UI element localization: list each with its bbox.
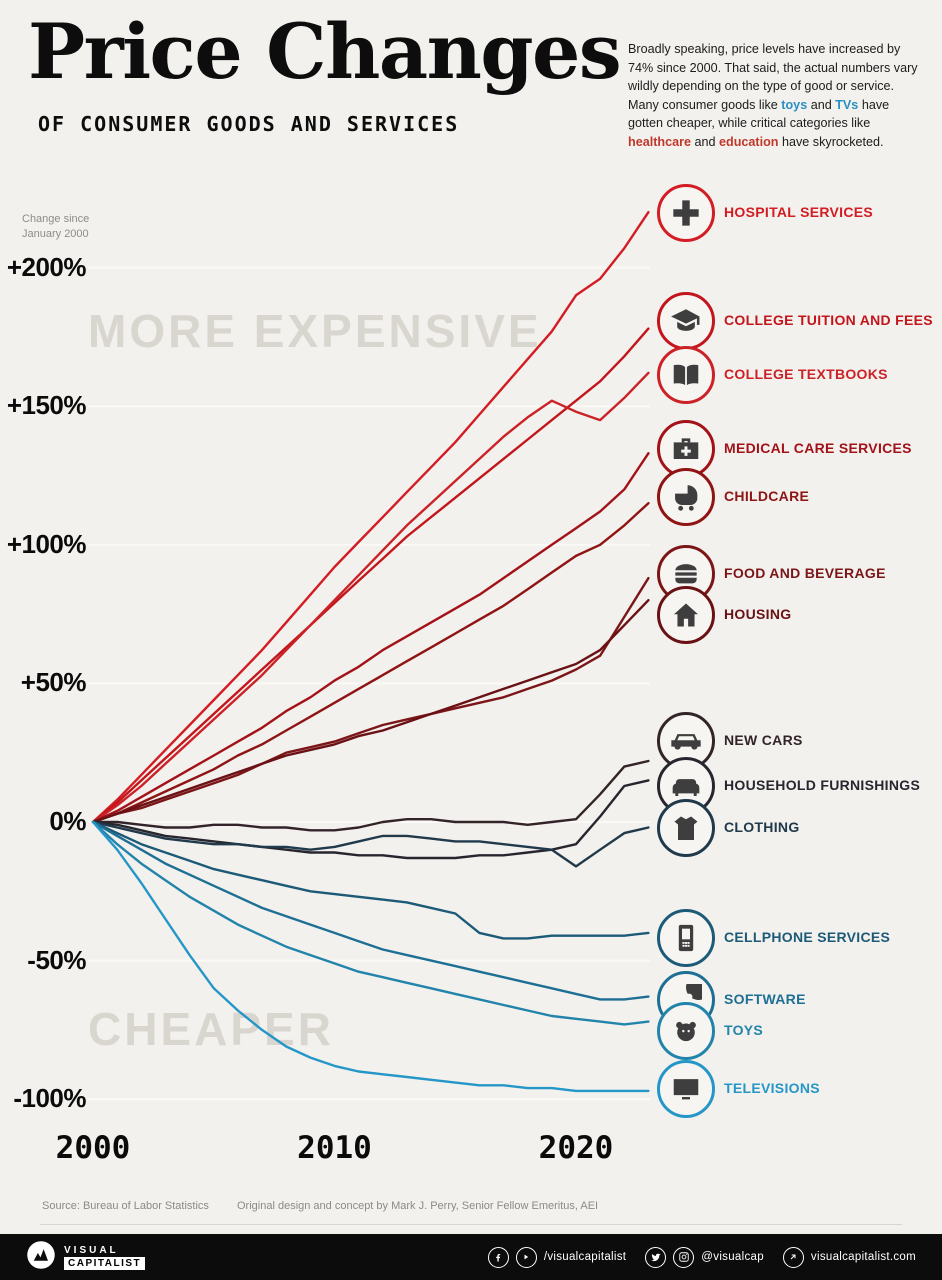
- y-axis-label: +150%: [6, 390, 87, 421]
- series-line-college-textbooks: [91, 371, 650, 824]
- social-links: /visualcapitalist @visualcap visualcapit…: [487, 1246, 916, 1268]
- brand-line-1: VISUAL: [64, 1244, 119, 1256]
- website-link[interactable]: visualcapitalist.com: [810, 1251, 916, 1263]
- facebook-icon[interactable]: [487, 1246, 509, 1268]
- page-title: Price Changes: [28, 7, 622, 96]
- x-axis-label: 2010: [297, 1130, 372, 1166]
- intro-text: Broadly speaking, price levels have incr…: [628, 42, 918, 112]
- series-line-household-furnishings: [91, 779, 650, 860]
- series-line-cellphone-services: [91, 820, 650, 940]
- legend-label-televisions: TELEVISIONS: [724, 1080, 820, 1096]
- series-line-college-tuition: [91, 327, 650, 824]
- legend-label-clothing: CLOTHING: [724, 819, 800, 835]
- visual-capitalist-logo-icon: [26, 1240, 56, 1275]
- intro-highlight: education: [719, 134, 779, 149]
- series-line-housing: [91, 599, 650, 824]
- series-line-clothing: [91, 820, 650, 868]
- legend-label-childcare: CHILDCARE: [724, 488, 810, 504]
- watermark-cheaper: CHEAPER: [88, 1003, 334, 1055]
- housing-icon: [657, 586, 715, 644]
- legend-label-cellphone-services: CELLPHONE SERVICES: [724, 929, 891, 945]
- clothing-icon: [657, 799, 715, 857]
- twitter-instagram-handle[interactable]: @visualcap: [701, 1251, 764, 1263]
- cellphone-services-icon: [657, 909, 715, 967]
- source-note: Source: Bureau of Labor Statistics: [42, 1200, 209, 1212]
- credit-note: Original design and concept by Mark J. P…: [237, 1200, 599, 1212]
- y-axis-label: +200%: [6, 251, 87, 282]
- youtube-icon[interactable]: [515, 1246, 537, 1268]
- intro-highlight: TVs: [835, 97, 859, 112]
- page-subtitle: OF CONSUMER GOODS AND SERVICES: [38, 112, 460, 136]
- link-arrow-icon[interactable]: [782, 1246, 804, 1268]
- axis-note: Change since January 2000: [22, 213, 90, 240]
- intro-text: have skyrocketed.: [778, 134, 884, 149]
- legend-label-toys: TOYS: [724, 1022, 764, 1038]
- college-textbooks-icon: [657, 346, 715, 404]
- childcare-icon: [657, 468, 715, 526]
- bottom-bar: VISUAL CAPITALIST /visualcapitalist: [0, 1234, 942, 1280]
- intro-paragraph: Broadly speaking, price levels have incr…: [628, 40, 924, 151]
- intro-text: have gotten cheaper, while critical cate…: [628, 97, 890, 131]
- legend-label-medical-care-services: MEDICAL CARE SERVICES: [724, 440, 912, 456]
- legend-label-food-and-beverage: FOOD AND BEVERAGE: [724, 565, 886, 581]
- series-line-food-and-beverage: [91, 576, 650, 824]
- y-axis-label: -100%: [13, 1083, 86, 1114]
- series-line-toys: [91, 820, 650, 1026]
- legend-label-new-cars: NEW CARS: [724, 732, 803, 748]
- y-axis-label: 0%: [49, 806, 86, 836]
- x-axis-label: 2020: [538, 1130, 614, 1166]
- instagram-icon[interactable]: [673, 1246, 695, 1268]
- intro-highlight: toys: [781, 97, 808, 112]
- series-line-new-cars: [91, 759, 650, 832]
- facebook-youtube-handle[interactable]: /visualcapitalist: [543, 1251, 627, 1263]
- intro-highlight: healthcare: [628, 134, 691, 149]
- intro-text: and: [691, 134, 720, 149]
- x-axis-label: 2000: [55, 1130, 131, 1166]
- college-tuition-icon: [657, 292, 715, 350]
- y-axis-label: -50%: [27, 944, 86, 975]
- visual-capitalist-brand[interactable]: VISUAL CAPITALIST: [26, 1240, 146, 1275]
- y-axis-label: +100%: [6, 528, 87, 559]
- toys-icon: [657, 1002, 715, 1060]
- footer-divider: [40, 1224, 902, 1225]
- legend-label-college-tuition: COLLEGE TUITION AND FEES: [724, 312, 933, 328]
- watermark-more-expensive: MORE EXPENSIVE: [88, 305, 542, 357]
- legend-label-housing: HOUSING: [724, 606, 792, 622]
- intro-text: and: [807, 97, 836, 112]
- legend-label-software: SOFTWARE: [724, 991, 806, 1007]
- legend-label-hospital-services: HOSPITAL SERVICES: [724, 204, 874, 220]
- twitter-icon[interactable]: [645, 1246, 667, 1268]
- hospital-services-icon: [657, 184, 715, 242]
- series-line-medical-care-services: [91, 452, 650, 824]
- series-line-childcare: [91, 502, 650, 824]
- brand-line-2: CAPITALIST: [64, 1256, 146, 1270]
- medical-care-services-icon: [657, 420, 715, 478]
- legend-label-household-furnishings: HOUSEHOLD FURNISHINGS: [724, 777, 921, 793]
- series-line-software: [91, 820, 650, 1001]
- legend-label-college-textbooks: COLLEGE TEXTBOOKS: [724, 366, 888, 382]
- new-cars-icon: [657, 712, 715, 770]
- y-axis-label: +50%: [20, 667, 87, 698]
- televisions-icon: [657, 1060, 715, 1118]
